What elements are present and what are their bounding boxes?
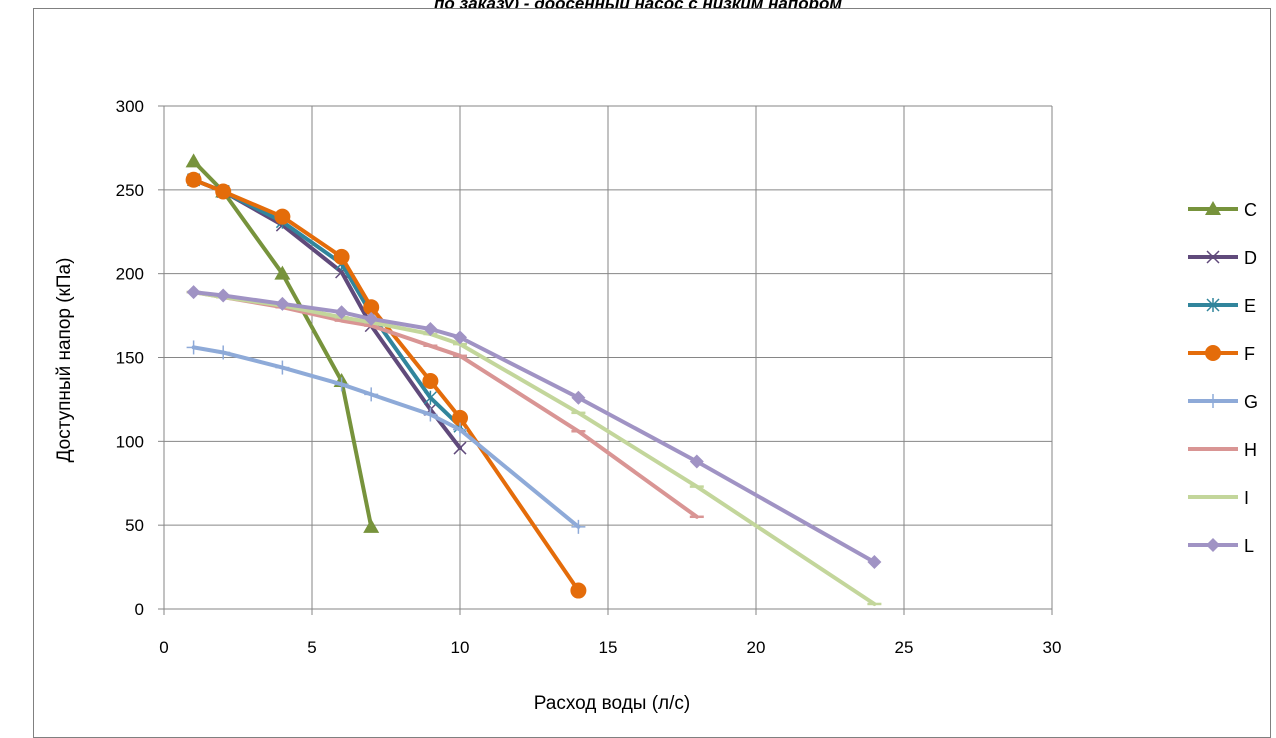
legend-item-E: E [1188,296,1256,316]
data-point-L [364,311,379,326]
series-E [187,172,467,434]
data-point-G [216,345,231,360]
x-tick-label: 30 [1043,638,1062,657]
data-point-G [186,340,201,355]
data-point-F [452,409,468,426]
y-tick-label: 150 [116,349,144,368]
series-L [186,285,882,570]
series-line-I [191,290,877,606]
legend-swatch-marker [1206,250,1220,264]
data-point-E [423,390,437,405]
legend-item-L: L [1188,536,1254,556]
data-point-L [453,330,467,345]
y-axis-label: Доступный напор (кПа) [54,258,75,463]
data-point-G [334,377,349,392]
data-point-G [453,422,467,437]
legend-item-G: G [1188,392,1258,412]
series-F [185,171,587,599]
legend-item-C: C [1188,200,1257,220]
x-axis-label: Расход воды (л/с) [534,693,690,714]
data-point-F [333,248,350,265]
x-tick-label: 5 [307,638,316,657]
data-point-L [689,454,704,469]
legend-swatch-marker [1206,538,1220,552]
legend-swatch-marker [1206,394,1220,408]
series-lines [185,153,882,606]
data-point-F [422,372,439,389]
data-point-L [216,288,231,303]
legend-label: C [1244,200,1257,220]
legend-item-D: D [1188,248,1257,268]
legend-label: G [1244,392,1258,412]
series-line-G [191,345,581,529]
y-tick-label: 0 [135,600,144,619]
legend-swatch-marker [1205,345,1221,361]
x-tick-label: 20 [747,638,766,657]
marker-stroke [1206,250,1220,264]
data-point-G [275,360,290,375]
marker-stroke [453,441,467,455]
series-H [186,290,704,519]
legend-item-I: I [1188,488,1249,508]
data-point-F [274,208,291,225]
series-line-E [191,177,462,429]
chart-area-frame [33,8,1271,738]
data-point-G [571,519,586,534]
legend-label: L [1244,536,1254,556]
series-I [186,290,882,606]
series-G [186,340,586,534]
data-point-F [185,171,202,188]
series-line-H [191,290,699,519]
legend-item-F: F [1188,344,1255,364]
legend-item-H: H [1188,440,1257,460]
legend: C D E F G H I L [1188,200,1258,556]
y-tick-label: 300 [116,97,144,116]
data-point-C [363,518,380,533]
data-point-L [867,555,882,570]
data-point-L [334,305,349,320]
legend-label: I [1244,488,1249,508]
data-point-G [423,407,438,422]
data-point-G [364,387,379,402]
x-tick-label: 15 [599,638,618,657]
data-point-L [275,296,290,311]
grid-lines [163,105,1053,610]
x-tick-label: 10 [451,638,470,657]
y-tick-label: 100 [116,432,144,451]
series-line-F [191,177,581,593]
data-point-L [186,285,201,300]
axes: 0 50 100 150 200 250 300 0 5 10 15 20 25 30 [116,97,1062,657]
data-point-D [453,441,467,455]
legend-swatch-marker [1206,298,1220,312]
series-line-L [191,290,877,565]
y-tick-label: 250 [116,181,144,200]
data-point-L [423,321,438,336]
legend-swatch-marker [1205,201,1221,215]
y-tick-label: 200 [116,265,144,284]
x-tick-label: 0 [159,638,168,657]
legend-label: E [1244,296,1256,316]
data-point-F [363,299,380,316]
data-point-L [571,390,586,405]
data-point-F [215,183,232,200]
data-point-C [185,153,202,168]
y-tick-label: 50 [125,516,144,535]
legend-label: F [1244,344,1255,364]
x-tick-label: 25 [895,638,914,657]
data-point-F [570,582,587,599]
legend-label: H [1244,440,1257,460]
data-point-C [274,265,291,280]
legend-label: D [1244,248,1257,268]
